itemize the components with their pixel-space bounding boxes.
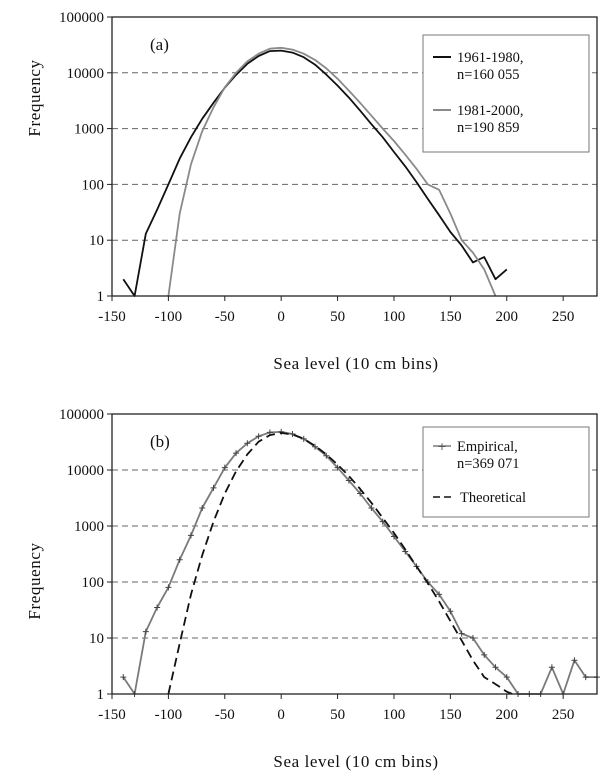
y-axis-title: Frequency [25,542,44,619]
y-tick-label: 10000 [67,66,105,82]
x-tick-label: 50 [330,707,345,723]
data-point-empirical [199,504,206,511]
data-point-empirical [368,504,375,511]
data-point-empirical [142,628,149,635]
y-tick-label: 100000 [59,10,104,26]
x-tick-label: -100 [155,707,183,723]
chart-panel-a: Frequency Sea level (10 cm bins) 1 10 100 1… [25,10,598,373]
data-point-empirical [447,608,454,615]
data-point-empirical [357,490,364,497]
data-point-empirical [278,428,285,435]
y-tick-label: 100000 [59,407,104,423]
series-line-1961-1980 [122,49,508,297]
chart-panel-b: Frequency Sea level (10 cm bins) 1 10 100 1… [25,407,600,771]
x-tick-label: 100 [383,309,406,325]
data-point-empirical [300,435,307,442]
series-line-theoretical [167,432,513,695]
data-point-empirical [323,452,330,459]
x-tick-label: 0 [277,309,285,325]
y-tick-label: 100 [82,177,105,193]
data-point-empirical [548,664,555,671]
legend-entry-1981-2000-n: n=190 859 [457,120,520,136]
y-tick-label: 10 [89,631,104,647]
data-point-empirical [165,584,172,591]
legend-marker-empirical: + [437,440,446,453]
data-point-empirical [187,532,194,539]
x-tick-label: 250 [552,707,575,723]
x-tick-label: -50 [215,707,235,723]
x-tick-label: 50 [330,309,345,325]
plot-frame [111,413,598,695]
x-axis-title: Sea level (10 cm bins) [273,752,438,771]
data-point-empirical [481,651,488,658]
legend: 1961-1980, n=160 055 1981-2000, n=190 85… [422,34,590,153]
data-point-empirical [255,433,262,440]
y-tick-label: 1 [97,289,105,305]
data-point-empirical [571,657,578,664]
data-point-empirical [154,604,161,611]
data-point-empirical [458,630,465,637]
data-point-empirical [469,635,476,641]
x-tick-label: -150 [98,707,126,723]
legend-entry-theoretical: Theoretical [460,490,526,506]
y-tick-label: 10 [89,233,104,249]
data-point-empirical [221,464,228,471]
x-tick-label: 150 [439,309,462,325]
y-axis-title: Frequency [25,59,44,136]
data-point-empirical [503,674,510,681]
legend-entry-empirical: Empirical, [457,439,518,455]
data-point-empirical [312,443,319,450]
data-point-empirical [289,430,296,437]
x-tick-label: 200 [496,309,519,325]
series-line-1981-2000 [167,46,497,297]
data-point-empirical [120,674,127,681]
y-tick-label: 100 [82,575,105,591]
y-tick-label: 1000 [74,122,104,138]
legend-entry-1981-2000: 1981-2000, [457,103,523,119]
data-point-empirical [345,477,352,484]
x-tick-label: 200 [496,707,519,723]
data-point-empirical [233,450,240,457]
x-tick-label: 100 [383,707,406,723]
x-tick-label: 250 [552,309,575,325]
plot-frame [111,16,598,297]
data-point-empirical [582,674,589,681]
y-tick-label: 1 [97,687,105,703]
panel-label: (b) [150,432,170,451]
x-tick-label: 0 [277,707,285,723]
panel-label: (a) [150,35,169,54]
legend-entry-1961-1980: 1961-1980, [457,50,523,66]
data-point-empirical [210,484,217,491]
data-point-empirical [436,591,443,598]
x-tick-label: -100 [155,309,183,325]
x-tick-label: 150 [439,707,462,723]
legend-entry-empirical-n: n=369 071 [457,456,520,472]
data-point-empirical [492,664,499,671]
x-tick-label: -150 [98,309,126,325]
y-tick-label: 1000 [74,519,104,535]
data-point-empirical [244,440,251,447]
x-tick-label: -50 [215,309,235,325]
x-axis-title: Sea level (10 cm bins) [273,354,438,373]
legend: + Empirical, n=369 071 Theoretical [422,426,590,518]
y-tick-label: 10000 [67,463,105,479]
legend-entry-1961-1980-n: n=160 055 [457,67,520,83]
data-point-empirical [176,556,183,563]
